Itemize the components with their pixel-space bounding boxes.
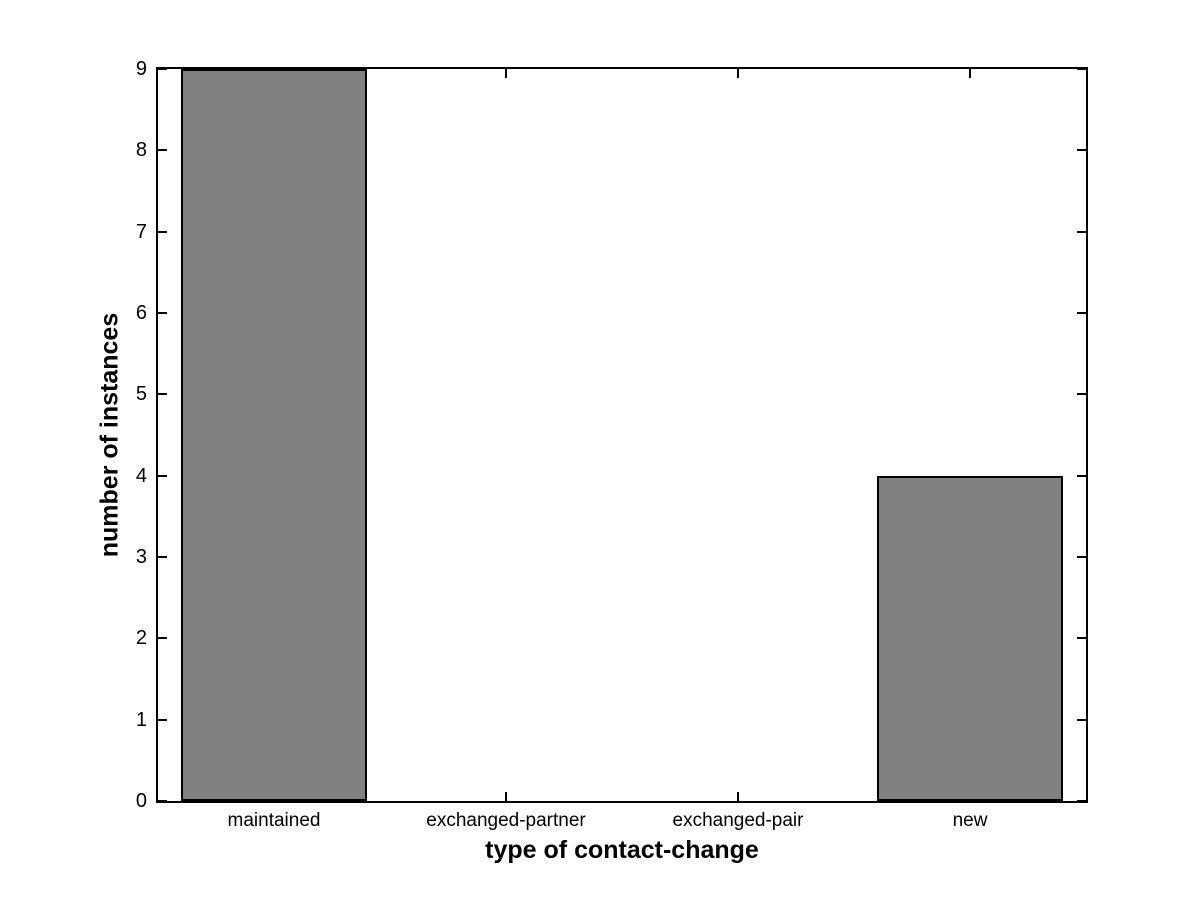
- y-tick-label: 4: [135, 464, 147, 487]
- y-tick: [1077, 68, 1086, 70]
- y-tick: [1077, 718, 1086, 721]
- y-tick: [158, 556, 167, 558]
- x-tick: [505, 792, 507, 801]
- y-tick: [158, 393, 167, 396]
- y-tick: [158, 149, 167, 152]
- x-tick-label: maintained: [227, 810, 321, 831]
- x-tick: [969, 69, 971, 78]
- bar-new: [877, 475, 1063, 801]
- x-tick-label: exchanged-partner: [426, 810, 586, 831]
- y-axis-label: number of instances: [95, 312, 124, 558]
- y-tick: [158, 230, 167, 233]
- y-tick: [158, 800, 167, 802]
- y-tick: [1077, 800, 1086, 802]
- y-tick: [158, 68, 167, 70]
- x-axis-label: type of contact-change: [485, 836, 759, 864]
- bar-maintained: [181, 69, 367, 801]
- y-tick-label: 6: [135, 302, 147, 324]
- y-tick-label: 1: [135, 708, 147, 731]
- y-tick: [158, 474, 167, 477]
- x-tick: [737, 69, 739, 78]
- x-tick-label: exchanged-pair: [672, 810, 804, 831]
- plot-area: [156, 67, 1088, 803]
- y-tick-label: 8: [135, 139, 147, 162]
- y-tick: [1077, 230, 1086, 233]
- y-tick: [158, 312, 167, 314]
- y-tick: [1077, 637, 1086, 640]
- y-tick-label: 7: [135, 220, 147, 243]
- y-tick: [158, 637, 167, 640]
- x-tick: [737, 792, 739, 801]
- y-tick: [1077, 474, 1086, 477]
- y-tick: [1077, 149, 1086, 152]
- y-tick-label: 5: [135, 383, 147, 406]
- y-tick: [1077, 393, 1086, 396]
- y-tick-label: 9: [135, 58, 147, 80]
- y-tick: [1077, 556, 1086, 558]
- x-tick: [505, 69, 507, 78]
- y-tick-label: 3: [135, 546, 147, 568]
- y-tick: [1077, 312, 1086, 314]
- y-tick: [158, 718, 167, 721]
- x-tick-label: new: [952, 810, 988, 831]
- y-tick-label: 2: [135, 627, 147, 650]
- y-tick-label: 0: [135, 790, 147, 812]
